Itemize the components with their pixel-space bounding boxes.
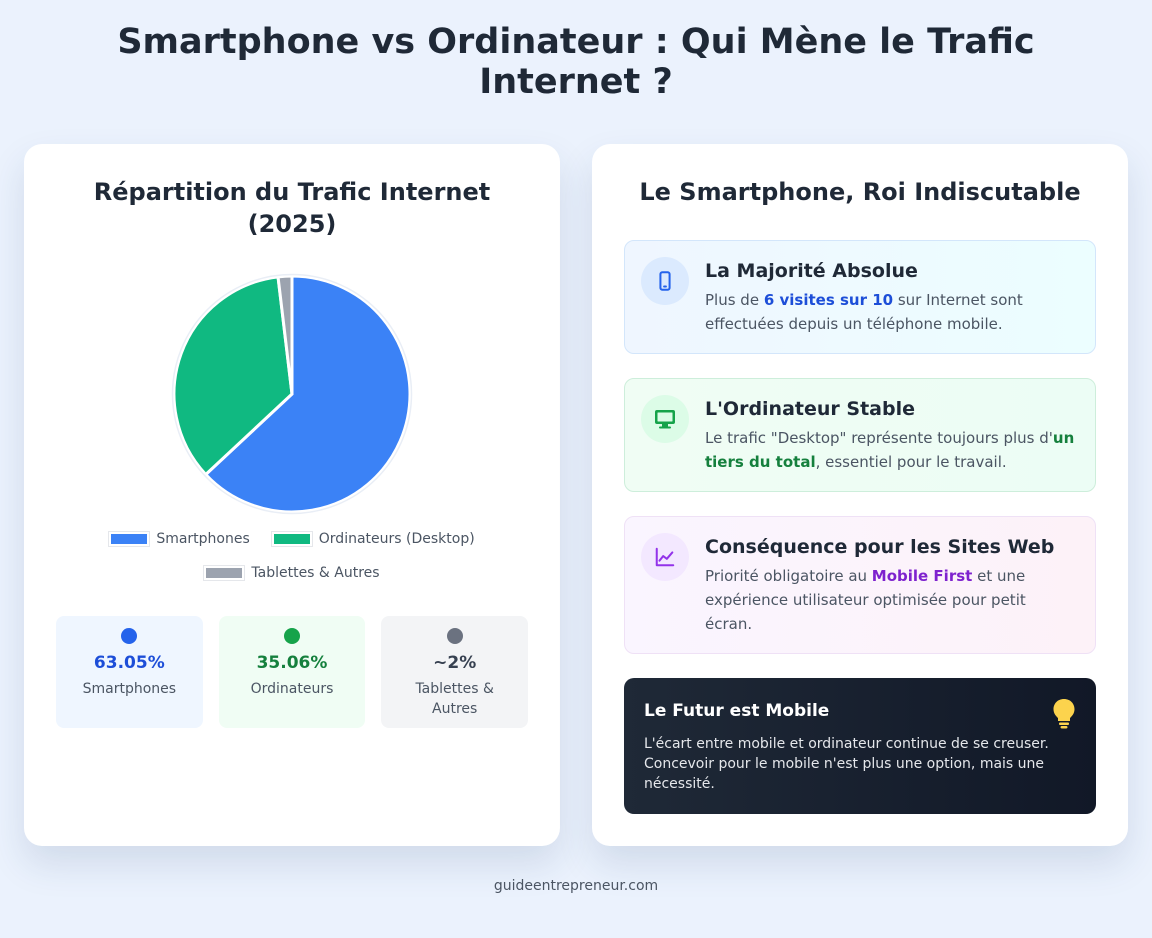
feature-text-websites: Priorité obligatoire au Mobile First et … — [705, 567, 1026, 633]
legend-swatch-smartphones — [108, 531, 151, 547]
stat-label-others: Tablettes & Autres — [415, 681, 494, 717]
pie-slice-others[interactable] — [276, 274, 294, 395]
legend-label-desktop: Ordinateurs (Desktop) — [318, 531, 475, 547]
feature-highlight-websites: Mobile First — [871, 567, 973, 585]
future-title: Le Futur est Mobile — [644, 701, 830, 721]
feature-desktop: L'Ordinateur Stable Le trafic "Desktop" … — [624, 378, 1096, 492]
stats-row: 63.05% Smartphones 35.06% Ordinateurs ~2… — [56, 616, 529, 728]
legend-item-smartphones[interactable]: Smartphones — [108, 531, 250, 547]
pie-chart — [171, 273, 413, 515]
stat-card-smartphones: 63.05% Smartphones — [56, 616, 203, 728]
stat-card-others: ~2% Tablettes & Autres — [381, 616, 529, 728]
chart-card: Répartition du Trafic Internet (2025) Sm… — [24, 144, 560, 846]
feature-title-websites: Conséquence pour les Sites Web — [705, 536, 1055, 558]
stat-value-desktop: 35.06% — [256, 653, 328, 673]
legend-swatch-desktop — [270, 531, 313, 547]
stat-card-desktop: 35.06% Ordinateurs — [218, 616, 366, 728]
future-callout: Le Futur est Mobile L'écart entre mobile… — [624, 678, 1096, 814]
stat-label-desktop: Ordinateurs — [250, 681, 334, 697]
stat-value-smartphones: 63.05% — [93, 653, 165, 673]
legend-label-smartphones: Smartphones — [156, 531, 250, 547]
insights-card: Le Smartphone, Roi Indiscutable La Major… — [592, 144, 1128, 846]
stat-dot-desktop — [284, 628, 300, 644]
insights-title: Le Smartphone, Roi Indiscutable — [639, 178, 1081, 206]
feature-highlight-desktop: un tiers du total — [705, 429, 1075, 471]
trend-chart-icon — [641, 533, 689, 581]
legend-item-desktop[interactable]: Ordinateurs (Desktop) — [270, 531, 475, 547]
legend-label-others: Tablettes & Autres — [251, 565, 380, 581]
pie-slice-desktop[interactable] — [172, 275, 294, 477]
footer-source: guideentrepreneur.com — [493, 878, 659, 894]
chart-title: Répartition du Trafic Internet (2025) — [93, 178, 491, 238]
pie-slice-smartphones[interactable] — [203, 274, 412, 514]
stat-label-smartphones: Smartphones — [82, 681, 177, 697]
stat-value-others: ~2% — [433, 653, 477, 673]
legend-item-others[interactable]: Tablettes & Autres — [203, 565, 380, 581]
feature-majority: La Majorité Absolue Plus de 6 visites su… — [624, 240, 1096, 354]
feature-title-majority: La Majorité Absolue — [705, 260, 918, 282]
feature-highlight-majority: 6 visites sur 10 — [763, 291, 894, 309]
feature-text-desktop: Le trafic "Desktop" représente toujours … — [705, 429, 1075, 471]
pie-outline — [171, 273, 413, 515]
feature-title-desktop: L'Ordinateur Stable — [705, 398, 915, 420]
stat-dot-smartphones — [121, 628, 138, 644]
legend-row-2: Tablettes & Autres — [24, 565, 560, 581]
future-text: L'écart entre mobile et ordinateur conti… — [644, 736, 1049, 792]
lightbulb-icon — [1053, 699, 1075, 729]
feature-websites: Conséquence pour les Sites Web Priorité … — [624, 516, 1096, 654]
monitor-icon — [641, 395, 689, 443]
legend-row-1: Smartphones Ordinateurs (Desktop) — [24, 531, 560, 547]
smartphone-icon — [641, 257, 689, 305]
legend-swatch-others — [203, 565, 246, 581]
feature-text-majority: Plus de 6 visites sur 10 sur Internet so… — [705, 291, 1023, 333]
stat-dot-others — [446, 628, 463, 644]
page-title: Smartphone vs Ordinateur : Qui Mène le T… — [117, 22, 1035, 102]
